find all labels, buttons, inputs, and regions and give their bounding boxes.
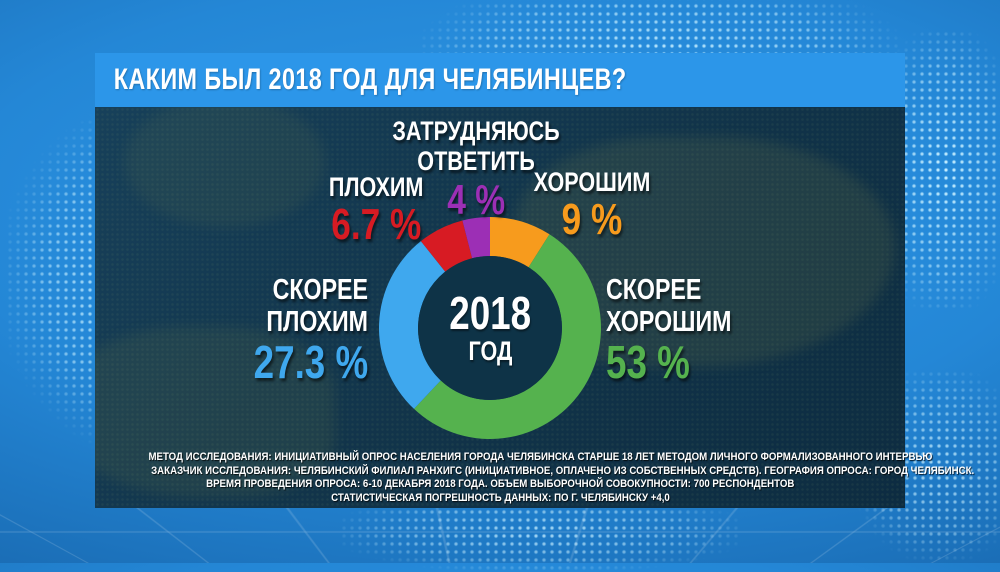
callout-label: СКОРЕЕ ПЛОХИМ [266, 274, 368, 338]
callout-label: СКОРЕЕ ХОРОШИМ [606, 274, 732, 338]
center-year: 2018 [449, 287, 531, 339]
callout-value: 27.3 % [253, 336, 368, 388]
callout-label: ЗАТРУДНЯЮСЬ ОТВЕТИТЬ [392, 116, 560, 176]
callout-value: 53 % [606, 336, 690, 388]
donut-segment-3 [420, 220, 473, 272]
map-texture-decoration [95, 327, 335, 497]
map-texture-decoration [125, 107, 325, 227]
donut-segment-2 [378, 241, 446, 409]
donut-segment-0 [490, 217, 550, 268]
donut-chart [378, 217, 601, 439]
methodology-line: МЕТОД ИССЛЕДОВАНИЯ: ИНИЦИАТИВНЫЙ ОПРОС Н… [148, 451, 933, 463]
callout-bad: ПЛОХИМ 6.7 % [286, 172, 466, 248]
callout-good: ХОРОШИМ 9 % [502, 167, 682, 243]
callout-value: 9 % [561, 195, 623, 244]
callout-value: 6.7 % [330, 200, 421, 249]
methodology-line: ВРЕМЯ ПРОВЕДЕНИЯ ОПРОСА: 6-10 ДЕКАБРЯ 20… [205, 478, 795, 490]
callout-value: 4 % [447, 176, 505, 223]
donut-segment-1 [414, 234, 601, 439]
methodology-text: МЕТОД ИССЛЕДОВАНИЯ: ИНИЦИАТИВНЫЙ ОПРОС Н… [95, 451, 975, 505]
callout-rather-good: СКОРЕЕ ХОРОШИМ 53 % [606, 274, 866, 386]
page-title: КАКИМ БЫЛ 2018 ГОД ДЛЯ ЧЕЛЯБИНЦЕВ? [113, 63, 627, 96]
callout-label: ХОРОШИМ [533, 167, 651, 197]
center-year-word: ГОД [468, 336, 512, 366]
donut-hole [418, 256, 562, 400]
methodology-line: СТАТИСТИЧЕСКАЯ ПОГРЕШНОСТЬ ДАННЫХ: ПО Г.… [330, 491, 670, 504]
callout-label: ПЛОХИМ [328, 172, 424, 202]
callout-difficult-to-answer: ЗАТРУДНЯЮСЬ ОТВЕТИТЬ 4 % [346, 116, 606, 222]
callout-rather-bad: СКОРЕЕ ПЛОХИМ 27.3 % [118, 274, 368, 386]
donut-segment-4 [462, 217, 490, 259]
title-bar: КАКИМ БЫЛ 2018 ГОД ДЛЯ ЧЕЛЯБИНЦЕВ? [95, 53, 905, 107]
methodology-line: ЗАКАЗЧИК ИССЛЕДОВАНИЯ: ЧЕЛЯБИНСКИЙ ФИЛИА… [151, 464, 975, 477]
donut-center-label: 2018 ГОД [375, 213, 605, 443]
